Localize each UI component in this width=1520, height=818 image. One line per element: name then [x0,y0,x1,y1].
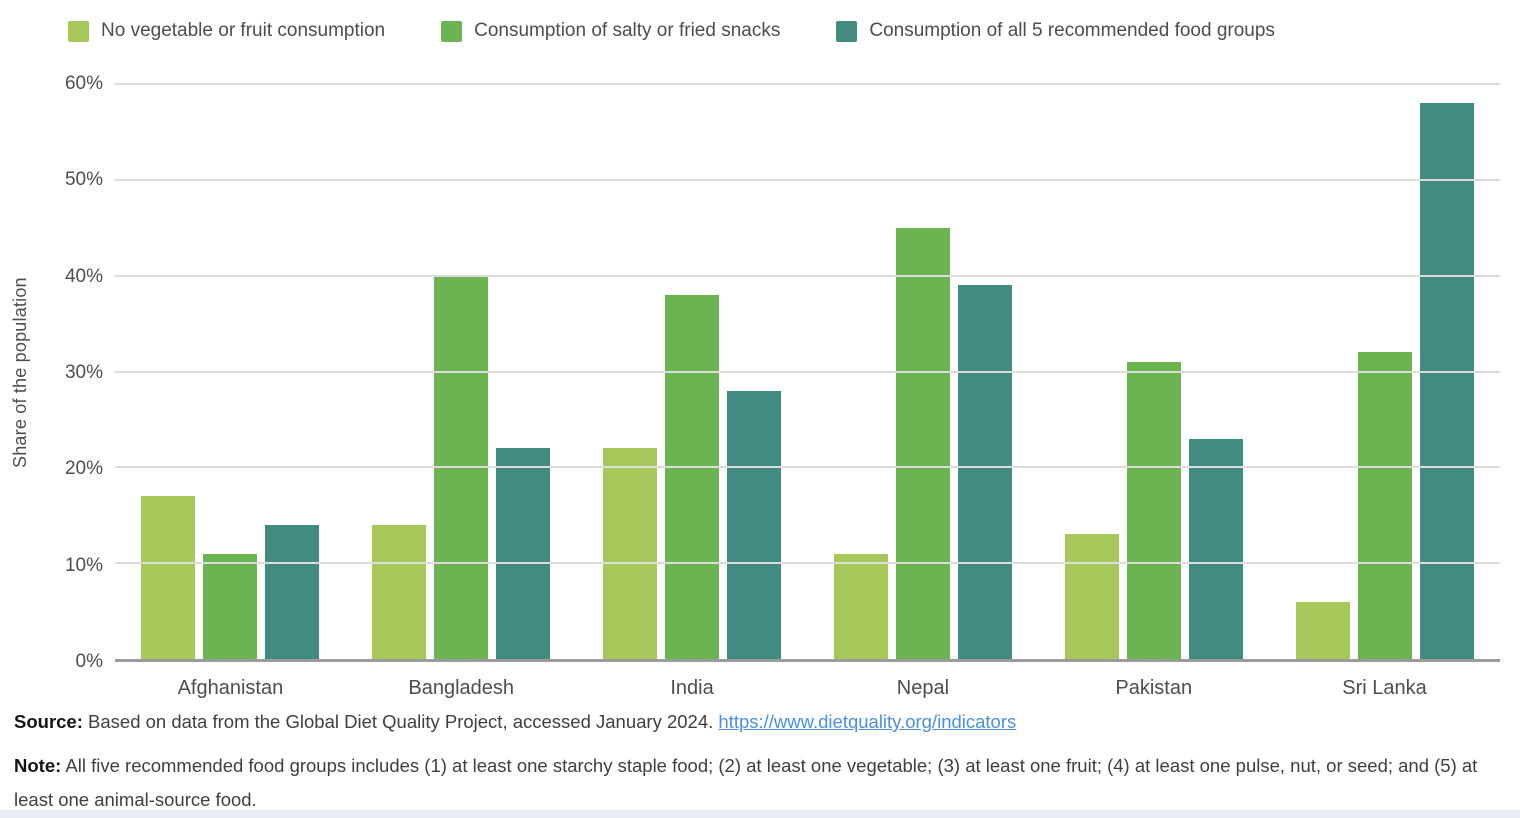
plot-area: Afghanistan Bangladesh India Nepal Pakistan S… [115,83,1500,699]
bar-group-nepal: Nepal [807,84,1038,699]
y-tick-label: 50% [64,169,103,191]
legend-label: No vegetable or fruit consumption [101,20,386,41]
legend-swatch-light-green [68,20,89,42]
legend-swatch-teal [836,20,858,42]
y-tick-label: 60% [64,73,103,94]
x-axis-label: Nepal [896,677,950,699]
note-text: Note: All five recommended food groups i… [14,749,1510,817]
legend-item-all-5-groups: Consumption of all 5 recommended food gr… [836,20,1275,42]
bar [496,448,551,659]
y-tick-label: 30% [64,362,103,383]
source-link[interactable]: https://www.dietquality.org/indicators [718,711,1017,732]
bar-group-bangladesh: Bangladesh [346,84,577,699]
bar [203,553,258,659]
bar [833,553,888,659]
legend-label: Consumption of all 5 recommended food gr… [869,20,1275,41]
bar [1126,361,1181,659]
bar-groups: Afghanistan Bangladesh India Nepal Pakistan S… [115,84,1500,699]
bar [372,524,427,659]
legend-label: Consumption of salty or fried snacks [474,20,781,41]
bar [1188,438,1243,659]
bar-group-afghanistan: Afghanistan [115,84,346,699]
bar-group-india: India [577,84,808,699]
gridline [115,562,1500,565]
y-axis-ticks: 0% 10% 20% 30% 40% 50% 60% [0,73,103,672]
bar [665,294,720,659]
bar [1357,352,1412,659]
bar [1064,534,1119,659]
bar [265,524,320,659]
y-tick-label: 10% [64,554,103,576]
bottom-page-band [0,810,1520,818]
gridline [115,274,1500,277]
bar [141,496,196,659]
x-axis-label: India [670,677,714,699]
x-axis-label: Afghanistan [177,677,284,699]
source-text: Source: Based on data from the Global Di… [14,711,1510,733]
bar [603,448,658,659]
bar [727,390,782,659]
gridline [115,466,1500,469]
bar-group-pakistan: Pakistan [1038,84,1269,699]
bar [895,227,950,659]
bar [957,285,1012,659]
x-axis-label: Pakistan [1115,677,1193,699]
source-label: Source: [14,711,83,732]
gridline [115,178,1500,181]
bar [1419,103,1474,659]
gridline [115,370,1500,373]
y-tick-label: 40% [64,265,103,287]
x-axis-label: Bangladesh [408,677,515,699]
x-axis-label: Sri Lanka [1342,677,1427,699]
chart-legend: No vegetable or fruit consumption Consum… [68,20,1275,42]
note-label: Note: [14,755,62,776]
gridline [115,83,1500,85]
legend-item-salty-fried: Consumption of salty or fried snacks [441,20,780,42]
note-body: All five recommended food groups include… [14,755,1478,810]
legend-swatch-green [441,20,463,42]
y-tick-label: 20% [64,458,103,480]
bar [1295,601,1350,659]
legend-item-no-veg-fruit: No vegetable or fruit consumption [68,20,385,42]
source-body: Based on data from the Global Diet Quali… [82,711,719,732]
y-tick-label: 0% [75,651,103,672]
bar-group-sri-lanka: Sri Lanka [1269,84,1500,699]
